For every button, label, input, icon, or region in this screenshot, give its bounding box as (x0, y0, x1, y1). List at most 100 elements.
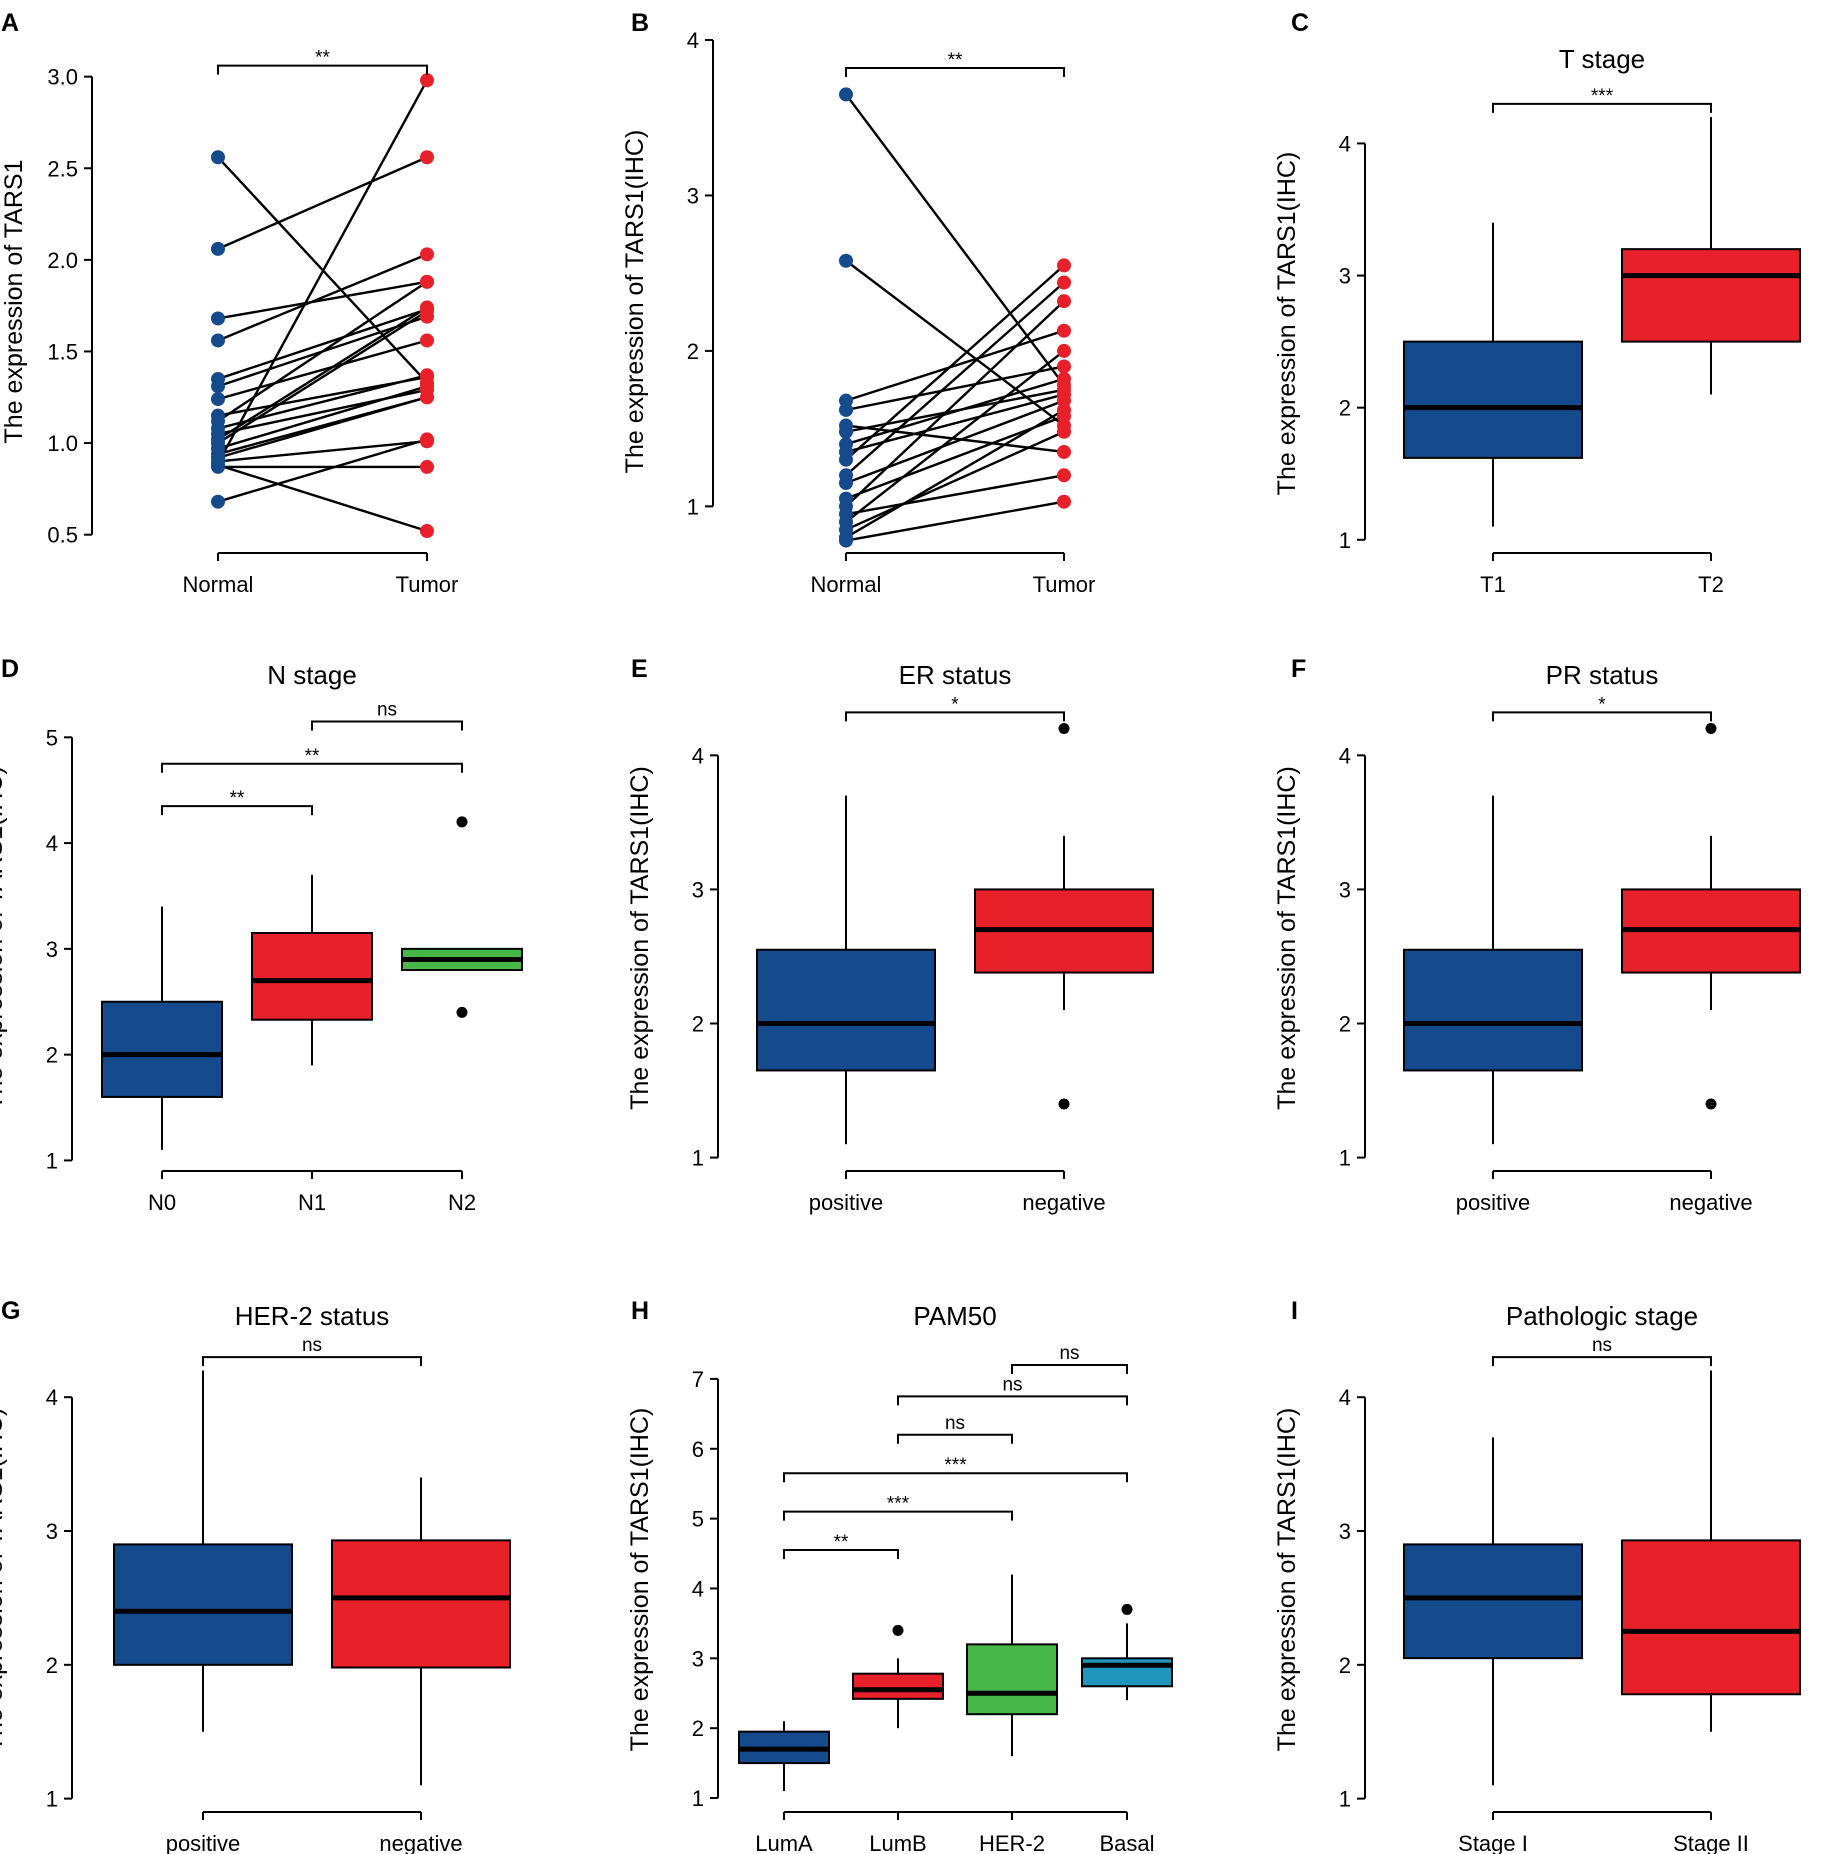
tumor-point (1057, 359, 1071, 374)
bracket-line (783, 1549, 899, 1560)
box-body (966, 1643, 1058, 1716)
y-tick-label: 4 (692, 743, 704, 768)
y-tick-label: 2 (692, 1716, 704, 1741)
x-tick-label: T2 (1698, 572, 1724, 597)
tumor-point (1057, 323, 1071, 338)
box-body (113, 1543, 293, 1666)
x-tick-label: N1 (298, 1190, 326, 1215)
significance-bracket: ns (897, 1413, 1013, 1444)
significance-label: ns (1002, 1374, 1022, 1395)
y-tick-label: 3 (692, 877, 704, 902)
pair-line (217, 396, 428, 459)
y-tick-label: 1 (687, 494, 699, 519)
normal-point (211, 333, 225, 348)
tumor-point (1057, 294, 1071, 309)
pair-line (845, 474, 1065, 516)
y-tick-label: 3 (1339, 877, 1351, 902)
y-tick-label: 4 (1339, 131, 1351, 156)
y-tick-label: 5 (46, 725, 58, 750)
bracket-line (897, 1395, 1128, 1406)
panel-g: G HER-2 status The expression of TARS1(IHC… (0, 1297, 511, 1854)
panel-letter: A (1, 9, 19, 37)
y-axis-label: The expression of TARS1(IHC) (626, 766, 654, 1110)
box-basal (1081, 1603, 1173, 1701)
significance-bracket: * (845, 694, 1065, 722)
panel-letter: I (1291, 1297, 1298, 1325)
x-tick-label: T1 (1480, 572, 1506, 597)
y-tick-label: 2 (1339, 396, 1351, 421)
x-tick-label: N0 (148, 1190, 176, 1215)
box-negative (974, 723, 1154, 1110)
tumor-point (420, 459, 434, 474)
significance-label: ns (377, 699, 397, 720)
pair-line (216, 79, 429, 464)
pair-line (845, 500, 1065, 542)
y-tick-label: 1 (46, 1787, 58, 1812)
pair-line (217, 308, 428, 381)
y-tick-label: 2 (46, 1653, 58, 1678)
significance-bracket: ns (897, 1374, 1128, 1406)
pair-line (845, 430, 1065, 531)
x-tick-label: LumB (869, 1831, 926, 1854)
pair-line (845, 408, 1065, 539)
y-tick-label: 1 (1339, 1146, 1351, 1171)
box-n2 (401, 816, 523, 1018)
chart-title: PR status (1546, 660, 1659, 690)
pair-line (217, 306, 428, 441)
significance-label: ** (315, 48, 330, 69)
y-tick-label: 1.0 (47, 431, 78, 456)
x-tick-label: Stage I (1458, 1831, 1528, 1854)
y-axis-label: The expression of TARS1(IHC) (621, 130, 649, 474)
bracket-line (1492, 711, 1712, 722)
bracket-line (897, 1433, 1013, 1444)
y-axis-label: The expression of TARS1(IHC) (1273, 152, 1301, 496)
panel-d: D N stage The expression of TARS1(IHC) 1 2 3 4… (0, 655, 523, 1215)
tumor-point (1057, 371, 1071, 386)
bracket-line (161, 805, 313, 816)
tumor-point (420, 247, 434, 262)
y-tick-label: 2.0 (47, 248, 78, 273)
tumor-point (1057, 444, 1071, 459)
box-positive (1403, 795, 1583, 1145)
y-tick-label: 3 (46, 937, 58, 962)
pair-line (217, 438, 428, 503)
significance-label: ns (1059, 1343, 1079, 1364)
normal-point (211, 379, 225, 394)
significance-bracket: ** (783, 1532, 899, 1560)
panel-letter: F (1291, 655, 1306, 683)
significance-label: ** (834, 1532, 849, 1553)
panel-letter: C (1291, 9, 1309, 37)
tumor-point (1057, 343, 1071, 358)
box-negative (1621, 723, 1801, 1110)
significance-bracket: ns (1492, 1335, 1712, 1367)
y-tick-label: 2 (1339, 1012, 1351, 1037)
significance-label: ns (302, 1335, 322, 1356)
y-axis-label: The expression of TARS1(IHC) (626, 1408, 654, 1752)
y-tick-label: 4 (687, 28, 699, 53)
bracket-line (845, 711, 1065, 722)
tumor-point (420, 73, 434, 88)
box-body (852, 1672, 944, 1700)
box-t2 (1621, 117, 1801, 395)
bracket-line (1492, 1356, 1712, 1367)
tumor-point (1057, 275, 1071, 290)
pair-line (845, 349, 1065, 523)
normal-point (211, 241, 225, 256)
x-tick-label: Normal (183, 572, 254, 597)
significance-label: ns (1592, 1335, 1612, 1356)
outlier-point (1705, 723, 1717, 735)
pair-line (845, 377, 1065, 446)
significance-label: *** (944, 1455, 967, 1476)
panel-a: A The expression of TARS1 0.5 1.0 1.5 2.0 2.5 3… (0, 9, 458, 597)
y-tick-label: 5 (692, 1507, 704, 1532)
y-tick-label: 3 (46, 1519, 58, 1544)
bracket-line (161, 762, 463, 773)
y-tick-label: 6 (692, 1437, 704, 1462)
outlier-point (456, 816, 468, 828)
pair-lines (216, 79, 429, 533)
y-tick-label: 3 (692, 1646, 704, 1671)
panel-e: E ER status The expression of TARS1(IHC) 1 2… (626, 655, 1154, 1215)
pair-line (217, 253, 428, 342)
significance-label: * (1598, 694, 1606, 715)
